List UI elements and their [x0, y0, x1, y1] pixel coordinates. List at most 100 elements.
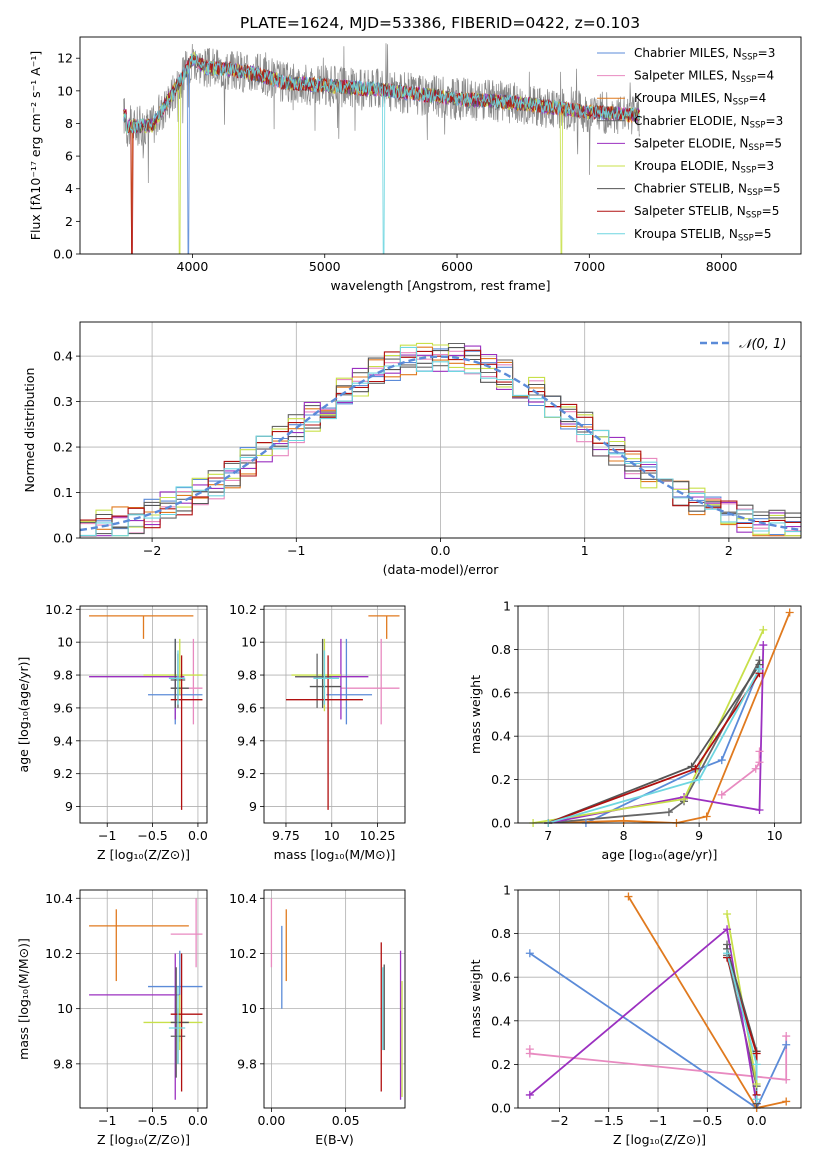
y-tick-label: 2 [65, 214, 73, 229]
mass-weight-marker [525, 1090, 534, 1099]
mass-weight-line [721, 751, 761, 796]
x-tick-label: −1 [98, 1113, 116, 1128]
x-tick-label: 0.0 [188, 828, 208, 843]
mass-weight-line [529, 952, 788, 1108]
plot-area [89, 615, 203, 810]
mass-weight-marker [619, 816, 628, 825]
y-axis-label: mass weight [468, 675, 483, 754]
y-tick-label: 0.3 [53, 394, 73, 409]
y-tick-label: 9.8 [53, 668, 73, 683]
plot-area [285, 615, 400, 810]
axes-frame [263, 605, 406, 824]
chart-spectrum: 4000 5000 6000 7000 8000 0.0 2 4 6 8 10 12 wavelengt… [28, 36, 802, 293]
y-tick-label: 0.0 [491, 1101, 511, 1116]
legend-label: Salpeter ELODIE, NSSP=5 [634, 136, 782, 153]
x-axis-label: (data-model)/error [383, 562, 500, 577]
y-tick-label: 10.2 [229, 602, 257, 617]
y-tick-label: 0.4 [53, 349, 73, 364]
mass-weight-marker [755, 758, 764, 767]
x-tick-label: 10 [324, 828, 340, 843]
y-tick-label: 10.4 [229, 891, 257, 906]
axes-frame [79, 605, 208, 824]
mass-weight-marker [525, 1049, 534, 1058]
y-tick-label: 0.0 [491, 816, 511, 831]
mass-weight-marker [785, 608, 794, 617]
y-tick-label: 12 [57, 51, 73, 66]
y-axis-label: mass weight [468, 959, 483, 1038]
gridlines [80, 890, 207, 1108]
x-axis-label: Z [log₁₀(Z/Z⊙)] [613, 1132, 706, 1147]
x-tick-label: 7 [544, 828, 552, 843]
mass-weight-marker [755, 805, 764, 814]
y-tick-label: 10.4 [45, 891, 73, 906]
legend-label: Chabrier ELODIE, NSSP=3 [634, 114, 783, 131]
x-tick-label: −0.5 [137, 828, 167, 843]
x-tick-label: −1 [98, 828, 116, 843]
y-tick-label: 10.2 [45, 602, 73, 617]
mass-weight-marker [759, 625, 768, 634]
mass-weight-marker [782, 1040, 791, 1049]
x-tick-label: 4000 [177, 259, 209, 274]
y-tick-label: 0.2 [491, 1057, 511, 1072]
axes-frame [79, 889, 208, 1109]
x-tick-label: −1 [649, 1113, 667, 1128]
plot-area [532, 612, 791, 823]
x-tick-label: 1 [581, 543, 589, 558]
mass-weight-line [548, 612, 791, 823]
mass-weight-marker [755, 664, 764, 673]
plot-area [80, 342, 801, 537]
x-tick-label: −2 [143, 543, 161, 558]
plot-area [270, 898, 403, 1100]
residual-histogram-step [80, 347, 801, 537]
x-axis-label: Z [log₁₀(Z/Z⊙)] [97, 1132, 190, 1147]
mass-weight-marker [752, 1060, 761, 1069]
x-tick-label: −0.5 [137, 1113, 167, 1128]
y-tick-label: 0.6 [491, 970, 511, 985]
y-tick-label: 10 [57, 83, 73, 98]
plot-area [123, 43, 641, 254]
residual-histogram-step [80, 349, 801, 529]
y-tick-label: 9.4 [237, 733, 257, 748]
x-tick-label: 10.25 [360, 828, 396, 843]
x-tick-label: 0.0 [747, 1113, 767, 1128]
x-tick-label: 9 [695, 828, 703, 843]
y-tick-label: 10.2 [45, 946, 73, 961]
axes-frame [263, 889, 406, 1109]
y-tick-label: 9.4 [53, 733, 73, 748]
mass-weight-marker [782, 1075, 791, 1084]
mass-weight-line [529, 927, 758, 1104]
mass-weight-marker [624, 892, 633, 901]
y-tick-label: 8 [65, 116, 73, 131]
y-axis-label: Normed distribution [22, 368, 37, 493]
gridlines [518, 889, 801, 1109]
y-tick-label: 0.2 [53, 440, 73, 455]
residual-legend: 𝒩(0, 1) [700, 337, 786, 352]
mass-weight-line [547, 672, 761, 823]
mass-weight-marker [723, 909, 732, 918]
axes-frame [79, 36, 802, 255]
y-tick-label: 9.8 [237, 668, 257, 683]
x-tick-label: 9.75 [272, 828, 300, 843]
mass-weight-line [548, 645, 765, 823]
chart-massweight-vs-z: −2 −1.5 −1 −0.5 0.0 0.0 0.2 0.4 0.6 0.8 1 Z [log₁₀(… [468, 883, 802, 1147]
legend-label: Salpeter STELIB, NSSP=5 [634, 204, 779, 221]
x-tick-label: −1.5 [594, 1113, 624, 1128]
x-tick-label: 0.05 [332, 1113, 360, 1128]
residual-histogram-step [80, 342, 801, 537]
x-tick-label: 0.00 [257, 1113, 285, 1128]
x-tick-label: −2 [550, 1113, 568, 1128]
mass-weight-marker [717, 756, 726, 765]
y-tick-label: 9.2 [237, 766, 257, 781]
y-tick-label: 0.2 [491, 772, 511, 787]
mass-weight-marker [664, 808, 673, 817]
mass-weight-marker [723, 925, 732, 934]
x-axis-label: E(B-V) [315, 1132, 354, 1147]
chart-residuals: −2 −1 0.0 1 2 0.0 0.1 0.2 0.3 0.4 (data-model)/err… [22, 321, 802, 577]
observed-spectrum-line [123, 43, 640, 184]
x-tick-label: 10 [767, 828, 783, 843]
x-axis-label: mass [log₁₀(M/M⊙)] [274, 847, 396, 862]
mass-weight-marker [695, 775, 704, 784]
mass-weight-line [627, 896, 787, 1108]
model-spectrum-line [123, 53, 641, 254]
